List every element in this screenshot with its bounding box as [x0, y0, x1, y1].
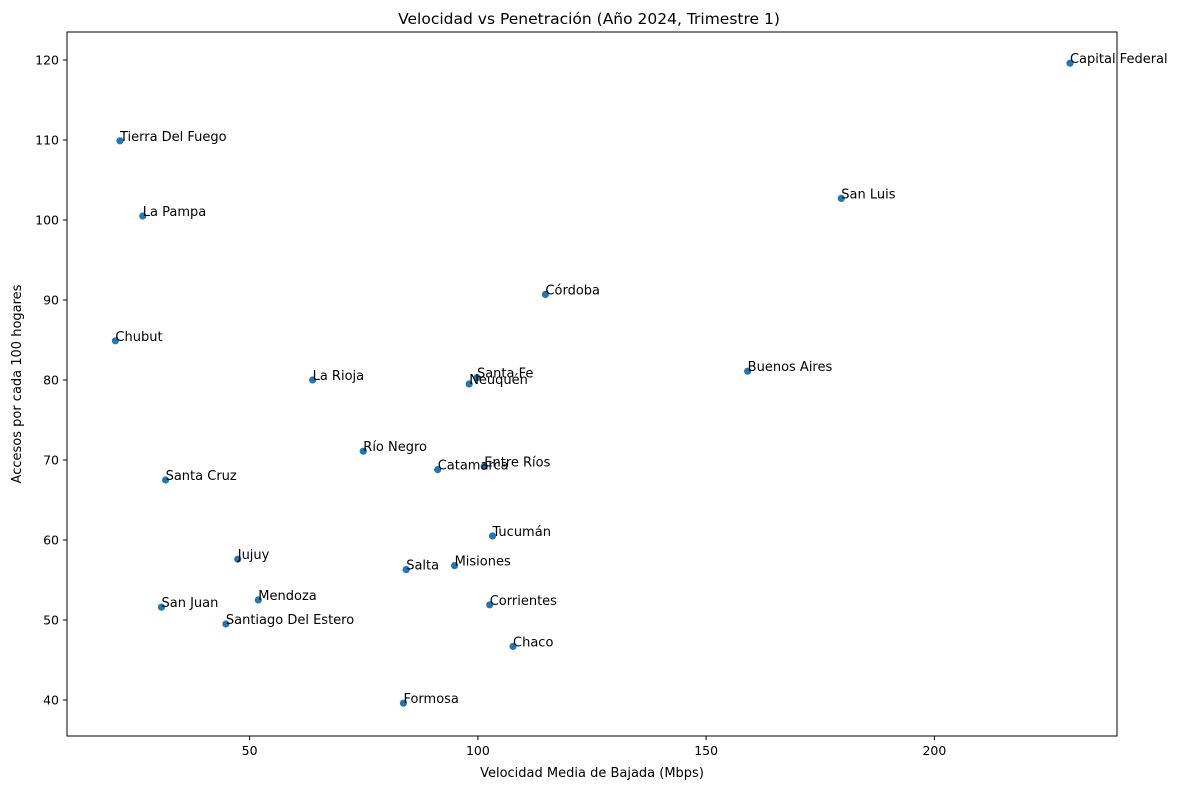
data-point	[509, 642, 517, 651]
point-label: Catamarca	[438, 459, 509, 474]
x-axis-label: Velocidad Media de Bajada (Mbps)	[480, 766, 704, 781]
y-tick-label: 80	[43, 373, 59, 388]
y-axis: 40 50 60 70 80 90 100 110 120	[35, 53, 67, 708]
data-point	[162, 476, 170, 484]
point-label: Tierra Del Fuego	[119, 130, 227, 145]
y-tick-label: 60	[43, 533, 59, 548]
y-tick-label: 40	[43, 693, 59, 708]
y-axis-label: Accesos por cada 100 hogares	[10, 284, 25, 483]
y-tick-label: 100	[35, 213, 59, 228]
x-tick-label: 200	[922, 743, 946, 758]
data-point	[116, 137, 124, 145]
point-label: Entre Ríos	[484, 455, 550, 470]
data-point	[139, 212, 147, 220]
data-point	[541, 290, 550, 298]
data-point	[450, 562, 459, 570]
data-point	[434, 466, 442, 474]
x-tick-label: 100	[466, 743, 490, 758]
data-point	[488, 532, 497, 540]
y-tick-label: 120	[35, 53, 59, 68]
point-label: San Luis	[841, 187, 895, 202]
point-label: La Pampa	[143, 205, 206, 220]
data-point	[111, 337, 119, 345]
data-point	[254, 596, 262, 604]
plot-area-frame	[66, 31, 1118, 737]
data-point	[402, 566, 410, 574]
data-point	[486, 601, 494, 609]
x-axis: 50 100 150 200	[242, 736, 946, 758]
data-point	[234, 555, 242, 563]
data-point	[222, 620, 230, 628]
y-tick-label: 70	[43, 453, 59, 468]
point-label: Buenos Aires	[748, 360, 833, 375]
point-label: Santiago Del Estero	[226, 613, 354, 628]
data-point	[744, 367, 752, 375]
y-tick-label: 110	[35, 133, 59, 148]
x-tick-label: 50	[242, 743, 258, 758]
point-label: Tucumán	[491, 525, 550, 540]
point-label: Misiones	[455, 555, 511, 570]
x-tick-label: 150	[694, 743, 718, 758]
point-label: Río Negro	[363, 440, 427, 455]
point-label: Neuquén	[469, 373, 528, 388]
point-label: Santa Cruz	[166, 469, 237, 484]
point-label: Formosa	[403, 692, 458, 707]
chart-title: Velocidad vs Penetración (Año 2024, Trim…	[398, 10, 780, 28]
y-tick-label: 90	[43, 293, 59, 308]
point-label: Córdoba	[545, 283, 600, 298]
data-point	[837, 194, 845, 202]
point-label: Chubut	[115, 330, 162, 345]
point-label: Capital Federal	[1070, 52, 1168, 67]
point-label: Mendoza	[258, 589, 316, 604]
point-labels-layer: Capital Federal Tierra Del Fuego San Luis L…	[115, 52, 1167, 707]
data-point	[465, 380, 473, 388]
point-label: Corrientes	[490, 594, 557, 609]
data-point	[157, 603, 166, 611]
point-label: La Rioja	[313, 369, 365, 384]
point-label: San Juan	[162, 596, 219, 611]
data-point	[399, 699, 408, 707]
data-point	[1066, 59, 1074, 67]
data-point	[480, 462, 488, 470]
point-label: Chaco	[513, 635, 553, 650]
data-point	[473, 374, 481, 382]
point-label: Santa Fe	[477, 367, 533, 382]
y-tick-label: 50	[43, 613, 59, 628]
point-label: Salta	[406, 559, 439, 574]
data-point	[359, 447, 367, 455]
points-layer	[111, 59, 1074, 707]
data-point	[309, 376, 317, 384]
point-label: Jujuy	[237, 548, 270, 563]
